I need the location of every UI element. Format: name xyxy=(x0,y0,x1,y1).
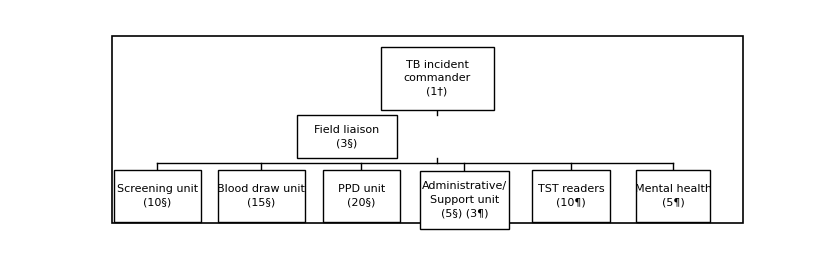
Text: Field liaison
(3§): Field liaison (3§) xyxy=(314,125,379,149)
FancyBboxPatch shape xyxy=(297,115,397,159)
FancyBboxPatch shape xyxy=(420,171,509,229)
FancyBboxPatch shape xyxy=(112,36,743,223)
FancyBboxPatch shape xyxy=(380,47,494,110)
Text: TB incident
commander
(1†): TB incident commander (1†) xyxy=(404,60,470,97)
Text: Screening unit
(10§): Screening unit (10§) xyxy=(117,184,198,208)
FancyBboxPatch shape xyxy=(218,170,305,222)
Text: TST readers
(10¶): TST readers (10¶) xyxy=(538,184,604,208)
Text: Administrative/
Support unit
(5§) (3¶): Administrative/ Support unit (5§) (3¶) xyxy=(422,181,507,219)
FancyBboxPatch shape xyxy=(636,170,711,222)
FancyBboxPatch shape xyxy=(324,170,399,222)
Text: Blood draw unit
(15§): Blood draw unit (15§) xyxy=(218,184,305,208)
Text: Mental health
(5¶): Mental health (5¶) xyxy=(635,184,711,208)
FancyBboxPatch shape xyxy=(113,170,201,222)
Text: PPD unit
(20§): PPD unit (20§) xyxy=(338,184,385,208)
FancyBboxPatch shape xyxy=(532,170,610,222)
